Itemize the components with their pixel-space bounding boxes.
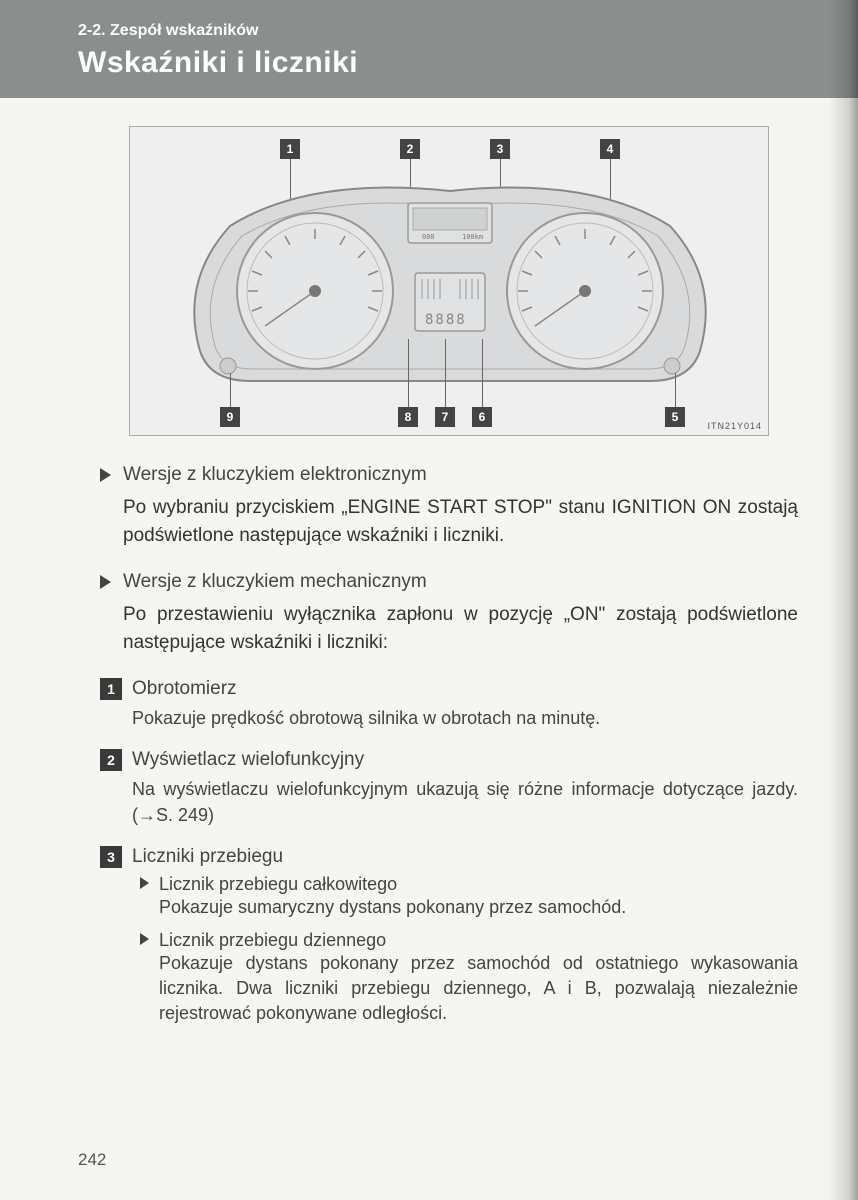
cluster-svg: 000 100km 8888 (170, 181, 730, 409)
triangle-bullet-icon (140, 933, 149, 945)
callout-line (482, 339, 483, 407)
mechanical-key-body: Po przestawieniu wyłącznika zapłonu w po… (123, 601, 798, 656)
callout-line (445, 339, 446, 407)
callout-9: 9 (220, 407, 240, 427)
callout-3: 3 (490, 139, 510, 159)
item-1: 1 Obrotomierz Pokazuje prędkość obrotową… (100, 678, 798, 731)
item3-sub2-body: Pokazuje dystans pokonany przez samochód… (159, 951, 798, 1027)
section-title: Wskaźniki i liczniki (78, 46, 858, 80)
item2-title: Wyświetlacz wielofunkcyjny (132, 749, 364, 771)
item3-sub1-body: Pokazuje sumaryczny dystans pokonany prz… (159, 895, 798, 920)
callout-line (230, 373, 231, 407)
item-2: 2 Wyświetlacz wielofunkcyjny Na wyświetl… (100, 749, 798, 827)
num-box-2: 2 (100, 749, 122, 771)
svg-text:100km: 100km (462, 233, 483, 241)
num-box-1: 1 (100, 678, 122, 700)
item3-sub1-title: Licznik przebiegu całkowitego (159, 874, 397, 895)
triangle-bullet-icon (100, 575, 111, 589)
callout-8: 8 (398, 407, 418, 427)
page-number: 242 (78, 1150, 106, 1170)
section-mechanical-key: Wersje z kluczykiem mechanicznym Po prze… (100, 571, 798, 656)
electronic-key-body: Po wybraniu przyciskiem „ENGINE START ST… (123, 494, 798, 549)
mechanical-key-title: Wersje z kluczykiem mechanicznym (123, 571, 427, 593)
item1-title: Obrotomierz (132, 678, 237, 700)
callout-4: 4 (600, 139, 620, 159)
electronic-key-title: Wersje z kluczykiem elektronicznym (123, 464, 427, 486)
num-box-3: 3 (100, 846, 122, 868)
section-label: 2-2. Zespół wskaźników (78, 22, 858, 40)
svg-text:8888: 8888 (425, 312, 467, 328)
callout-line (408, 339, 409, 407)
callout-6: 6 (472, 407, 492, 427)
item3-sub1: Licznik przebiegu całkowitego Pokazuje s… (140, 874, 798, 920)
item-3: 3 Liczniki przebiegu Licznik przebiegu c… (100, 846, 798, 1027)
callout-line (675, 373, 676, 407)
item3-sub2: Licznik przebiegu dziennego Pokazuje dys… (140, 930, 798, 1027)
diagram-code: ITN21Y014 (707, 421, 762, 431)
callout-2: 2 (400, 139, 420, 159)
svg-text:000: 000 (422, 233, 435, 241)
callout-7: 7 (435, 407, 455, 427)
instrument-diagram: 1 2 3 4 (129, 126, 769, 436)
callout-1: 1 (280, 139, 300, 159)
triangle-bullet-icon (100, 468, 111, 482)
header-band: 2-2. Zespół wskaźników Wskaźniki i liczn… (0, 0, 858, 98)
page-shadow (828, 0, 858, 1200)
page-content: 1 2 3 4 (0, 98, 858, 1027)
section-electronic-key: Wersje z kluczykiem elektronicznym Po wy… (100, 464, 798, 549)
item3-title: Liczniki przebiegu (132, 846, 283, 868)
item2-body: Na wyświetlaczu wielofunkcyjnym ukazują … (132, 777, 798, 827)
item3-sub2-title: Licznik przebiegu dziennego (159, 930, 386, 951)
callout-5: 5 (665, 407, 685, 427)
triangle-bullet-icon (140, 877, 149, 889)
item1-body: Pokazuje prędkość obrotową silnika w obr… (132, 706, 798, 731)
